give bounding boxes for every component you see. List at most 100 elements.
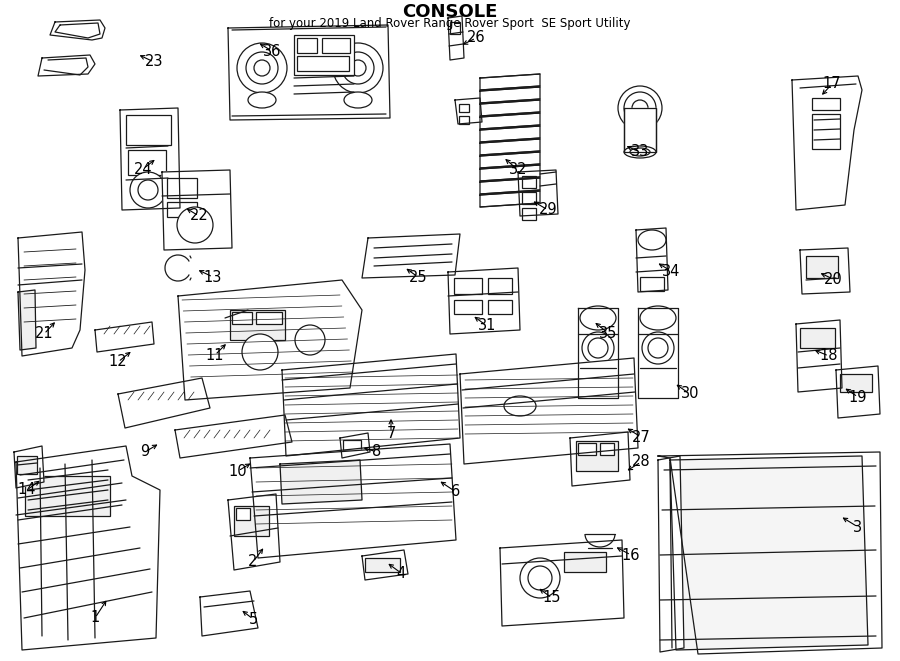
Bar	[230, 310, 285, 340]
Ellipse shape	[504, 396, 536, 416]
Bar	[454, 300, 482, 314]
Bar	[806, 256, 838, 278]
Bar	[450, 22, 460, 34]
Ellipse shape	[632, 100, 648, 116]
Text: 16: 16	[622, 547, 640, 563]
Ellipse shape	[618, 86, 662, 130]
Text: 27: 27	[632, 430, 651, 444]
Ellipse shape	[138, 180, 158, 200]
Ellipse shape	[520, 558, 560, 598]
Bar	[343, 440, 361, 450]
Polygon shape	[200, 591, 258, 636]
Bar	[564, 552, 606, 572]
Polygon shape	[14, 446, 44, 488]
Text: 7: 7	[386, 426, 396, 440]
Text: 14: 14	[18, 483, 36, 498]
Polygon shape	[50, 20, 105, 40]
Polygon shape	[455, 98, 482, 124]
Polygon shape	[18, 290, 36, 350]
Ellipse shape	[580, 306, 616, 330]
Text: 12: 12	[109, 354, 127, 369]
Bar	[800, 328, 835, 348]
Text: CONSOLE: CONSOLE	[402, 3, 498, 21]
Bar	[459, 104, 469, 112]
Polygon shape	[95, 322, 154, 352]
Text: 5: 5	[248, 611, 257, 627]
Text: for your 2019 Land Rover Range Rover Sport  SE Sport Utility: for your 2019 Land Rover Range Rover Spo…	[269, 17, 631, 30]
Polygon shape	[162, 170, 232, 250]
Ellipse shape	[333, 43, 383, 93]
Bar	[17, 456, 37, 474]
Polygon shape	[228, 494, 280, 570]
Polygon shape	[836, 366, 880, 418]
Polygon shape	[624, 108, 656, 152]
Bar	[640, 277, 664, 291]
Polygon shape	[500, 540, 624, 626]
Ellipse shape	[344, 92, 372, 108]
Text: 8: 8	[373, 444, 382, 459]
Polygon shape	[38, 55, 95, 76]
Ellipse shape	[246, 52, 278, 84]
Text: 30: 30	[680, 387, 699, 401]
Polygon shape	[250, 444, 456, 558]
Polygon shape	[178, 280, 362, 400]
Ellipse shape	[350, 60, 366, 76]
Ellipse shape	[640, 306, 676, 330]
Text: 28: 28	[632, 455, 651, 469]
Ellipse shape	[237, 43, 287, 93]
Bar	[522, 176, 536, 188]
Text: 33: 33	[631, 145, 649, 159]
Bar	[522, 192, 536, 204]
Bar	[294, 35, 354, 75]
Text: 19: 19	[849, 389, 868, 405]
Ellipse shape	[528, 566, 552, 590]
Text: 20: 20	[824, 272, 842, 286]
Bar	[297, 56, 349, 71]
Ellipse shape	[588, 338, 608, 358]
Bar	[297, 38, 317, 53]
Polygon shape	[670, 456, 868, 650]
Text: 3: 3	[853, 520, 862, 535]
Ellipse shape	[295, 325, 325, 355]
Ellipse shape	[624, 146, 656, 158]
Text: 36: 36	[263, 44, 281, 59]
Polygon shape	[792, 76, 862, 210]
Ellipse shape	[177, 207, 213, 243]
Bar	[812, 98, 840, 110]
Text: 22: 22	[190, 208, 209, 223]
Polygon shape	[120, 108, 180, 210]
Polygon shape	[800, 248, 850, 294]
Text: 25: 25	[409, 270, 428, 284]
Polygon shape	[578, 308, 618, 398]
Text: 15: 15	[543, 590, 562, 605]
Text: 35: 35	[598, 325, 617, 340]
Polygon shape	[658, 452, 882, 654]
Bar	[256, 312, 282, 324]
Polygon shape	[340, 433, 370, 458]
Bar	[454, 278, 482, 294]
Text: 10: 10	[229, 463, 248, 479]
Polygon shape	[362, 550, 408, 580]
Ellipse shape	[582, 332, 614, 364]
Text: 24: 24	[134, 161, 152, 176]
Bar	[365, 558, 400, 572]
Bar	[167, 178, 197, 198]
Text: 21: 21	[35, 327, 53, 342]
Ellipse shape	[648, 338, 668, 358]
Polygon shape	[282, 354, 460, 456]
Text: 4: 4	[396, 566, 406, 580]
Bar	[128, 150, 166, 175]
Polygon shape	[280, 460, 362, 504]
Text: 13: 13	[203, 270, 222, 284]
Ellipse shape	[254, 60, 270, 76]
Ellipse shape	[130, 172, 166, 208]
Polygon shape	[228, 25, 390, 120]
Polygon shape	[636, 228, 668, 292]
Ellipse shape	[638, 230, 666, 250]
Ellipse shape	[248, 92, 276, 108]
Bar	[234, 506, 269, 536]
Bar	[459, 116, 469, 124]
Bar	[126, 115, 171, 145]
Text: 9: 9	[140, 444, 149, 459]
Bar	[488, 300, 512, 314]
